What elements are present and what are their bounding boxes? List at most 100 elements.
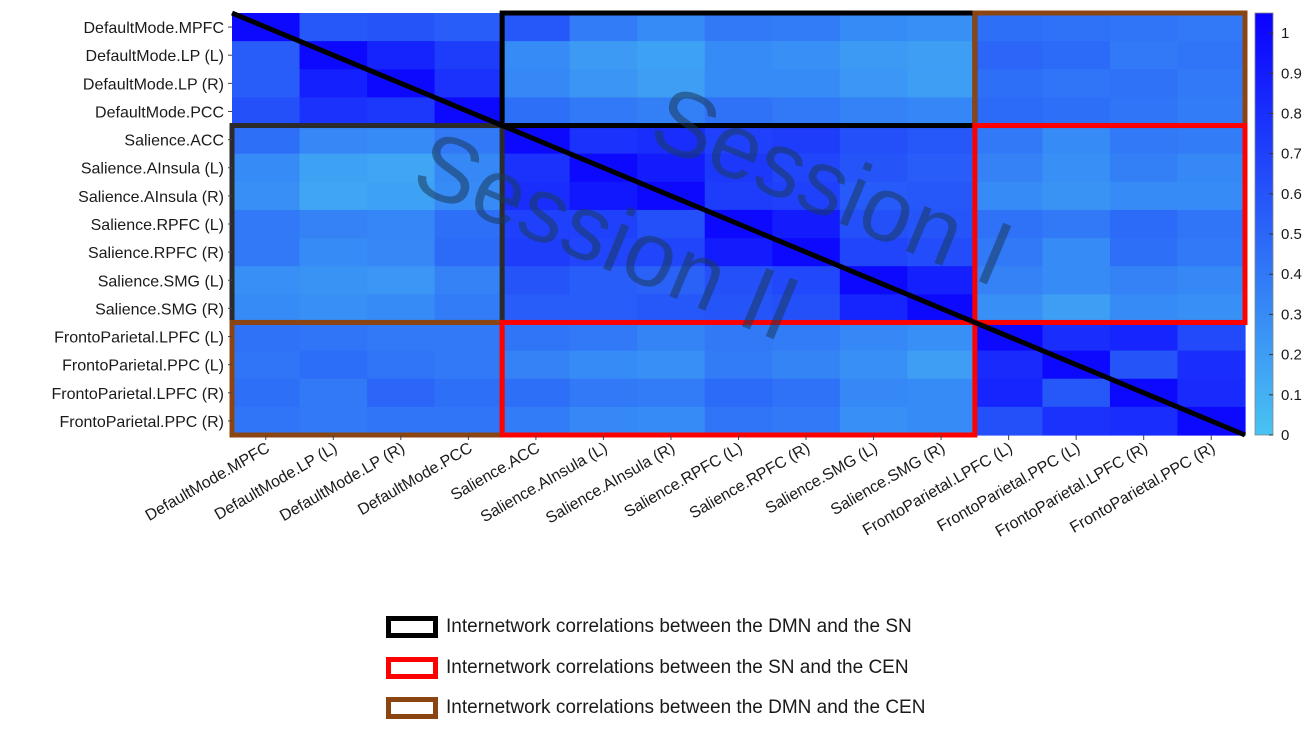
legend-item-sn-cen: Internetwork correlations between the SN… bbox=[386, 653, 909, 683]
heatmap-cell bbox=[1109, 13, 1179, 42]
heatmap-cell bbox=[1042, 294, 1111, 324]
heatmap-cell bbox=[232, 209, 301, 239]
heatmap-cell bbox=[569, 13, 638, 42]
heatmap-cell bbox=[1177, 350, 1246, 380]
column-label: DefaultMode.PCC bbox=[355, 440, 475, 519]
heatmap-cell bbox=[839, 69, 908, 98]
heatmap-cell bbox=[502, 378, 571, 408]
heatmap-cell bbox=[637, 378, 706, 408]
heatmap-cell bbox=[232, 322, 301, 352]
heatmap-cell bbox=[704, 153, 773, 183]
colorbar-tick-label: 0.9 bbox=[1281, 65, 1302, 82]
heatmap-cell bbox=[974, 97, 1043, 127]
heatmap-cell bbox=[299, 406, 368, 436]
heatmap-cell bbox=[1109, 322, 1179, 352]
heatmap-cell bbox=[839, 13, 908, 42]
heatmap-cell bbox=[839, 294, 908, 324]
heatmap-cell bbox=[299, 294, 368, 324]
heatmap-cell bbox=[434, 125, 503, 155]
heatmap-cell bbox=[839, 153, 908, 183]
heatmap-cell bbox=[772, 97, 841, 127]
heatmap-cell bbox=[569, 69, 638, 98]
heatmap-cell bbox=[772, 181, 841, 211]
heatmap-cell bbox=[974, 238, 1043, 267]
heatmap-cell bbox=[502, 238, 571, 267]
heatmap-cell bbox=[367, 181, 436, 211]
heatmap-cell bbox=[502, 181, 571, 211]
heatmap-cell bbox=[637, 350, 706, 380]
heatmap-cell bbox=[232, 125, 301, 155]
heatmap-cell bbox=[1042, 41, 1111, 70]
heatmap-cell bbox=[1042, 406, 1111, 436]
row-label: DefaultMode.LP (L) bbox=[86, 48, 224, 65]
heatmap-cell bbox=[637, 97, 706, 127]
heatmap-cell bbox=[839, 41, 908, 70]
heatmap-cell bbox=[704, 350, 773, 380]
heatmap-cell bbox=[907, 97, 976, 127]
heatmap-cell bbox=[704, 125, 773, 155]
heatmap-cell bbox=[299, 153, 368, 183]
heatmap-cell bbox=[907, 69, 976, 98]
heatmap-cell bbox=[974, 209, 1043, 239]
column-label: Salience.SMG (L) bbox=[763, 440, 881, 518]
heatmap-cell bbox=[569, 238, 638, 267]
heatmap-cell bbox=[367, 266, 436, 295]
heatmap-cell bbox=[434, 153, 503, 183]
legend-item-dmn-sn: Internetwork correlations between the DM… bbox=[386, 612, 912, 642]
heatmap-cell bbox=[907, 406, 976, 436]
heatmap-cell bbox=[1177, 181, 1246, 211]
heatmap-cell bbox=[232, 266, 301, 295]
heatmap-cell bbox=[704, 69, 773, 98]
colorbar-tick-label: 1 bbox=[1281, 25, 1289, 42]
heatmap-cell bbox=[299, 125, 368, 155]
heatmap-cell bbox=[502, 13, 571, 42]
heatmap-cell bbox=[839, 238, 908, 267]
heatmap-cell bbox=[772, 41, 841, 70]
heatmap-cell bbox=[434, 41, 503, 70]
heatmap-cell bbox=[1109, 153, 1179, 183]
heatmap-cell bbox=[232, 294, 301, 324]
heatmap-cell bbox=[569, 125, 638, 155]
heatmap-cell bbox=[1109, 69, 1179, 98]
heatmap-cell bbox=[772, 266, 841, 295]
heatmap-cell bbox=[1177, 294, 1246, 324]
row-label: FrontoParietal.PPC (R) bbox=[60, 414, 225, 431]
heatmap-cell bbox=[772, 13, 841, 42]
heatmap-cell bbox=[907, 350, 976, 380]
heatmap-cell bbox=[299, 209, 368, 239]
heatmap-cell bbox=[569, 322, 638, 352]
heatmap-cell bbox=[974, 378, 1043, 408]
heatmap-cell bbox=[1109, 294, 1179, 324]
column-label: Salience.SMG (R) bbox=[828, 440, 948, 519]
heatmap-cell bbox=[367, 406, 436, 436]
heatmap-cell bbox=[367, 13, 436, 42]
row-label: DefaultMode.PCC bbox=[95, 104, 224, 121]
heatmap-cell bbox=[1109, 406, 1179, 436]
heatmap-cell bbox=[299, 322, 368, 352]
heatmap-cell bbox=[1109, 97, 1179, 127]
row-label: Salience.SMG (L) bbox=[98, 273, 224, 290]
heatmap-cell bbox=[974, 294, 1043, 324]
heatmap-cell bbox=[772, 350, 841, 380]
heatmap-cell bbox=[1177, 97, 1246, 127]
row-label: FrontoParietal.LPFC (L) bbox=[54, 330, 224, 347]
column-label: Salience.AInsula (R) bbox=[543, 440, 678, 528]
heatmap-cell bbox=[907, 153, 976, 183]
heatmap-cell bbox=[1109, 350, 1179, 380]
row-label: Salience.ACC bbox=[124, 133, 224, 150]
heatmap-cell bbox=[839, 97, 908, 127]
heatmap-cell bbox=[232, 41, 301, 70]
colorbar-tick-label: 0.3 bbox=[1281, 306, 1302, 323]
heatmap-cell bbox=[232, 181, 301, 211]
heatmap-cell bbox=[367, 153, 436, 183]
row-label: Salience.AInsula (L) bbox=[81, 161, 224, 178]
heatmap-cell bbox=[772, 294, 841, 324]
heatmap-cell bbox=[1109, 181, 1179, 211]
heatmap-cell bbox=[637, 238, 706, 267]
heatmap-cell bbox=[434, 294, 503, 324]
legend-swatch-black bbox=[386, 616, 438, 638]
colorbar-tick-label: 0.4 bbox=[1281, 266, 1302, 283]
heatmap-cell bbox=[1177, 209, 1246, 239]
heatmap-cell bbox=[299, 238, 368, 267]
heatmap-cell bbox=[839, 125, 908, 155]
